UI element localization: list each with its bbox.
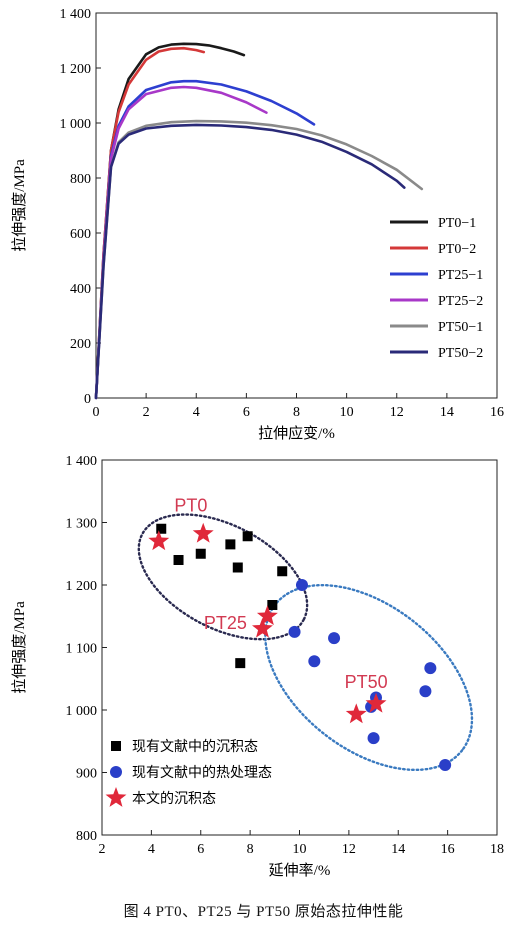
chart2-x-tick-label: 12 [342,842,356,857]
chart1-x-tick-label: 8 [293,405,300,420]
chart2-point-square [242,531,253,542]
strength-elongation-scatter: 2 4 6 8 10 12 14 16 18 800 900 1 000 1 100 1 200 1 300… [11,454,504,879]
chart2-legend-label: 现有文献中的沉积态 [132,739,258,755]
chart2-legend-label: 本文的沉积态 [132,791,216,807]
chart2-point-square [277,566,288,577]
chart2-annotation-label: PT0 [174,495,207,515]
chart2-point-star [252,617,273,638]
chart2-point-star [345,703,367,724]
chart2-point-star [365,692,387,713]
chart2-y-tick-label: 800 [76,829,97,844]
chart1-x-axis-label: 拉伸应变/% [258,424,335,442]
chart1-series-line-4 [94,85,268,400]
chart2-point-circle [439,759,452,771]
chart1-legend-label: PT50−2 [438,346,483,361]
chart1-x-tick-label: 10 [340,405,354,420]
chart2-point-star [192,522,214,543]
chart2-legend-label: 现有文献中的热处理态 [132,765,272,781]
chart2-point-square [267,600,278,610]
chart2-point-square [156,523,167,534]
chart2-point-circle [295,579,308,591]
chart1-x-tick-label: 16 [490,405,504,420]
figure-caption: 图 4 PT0、PT25 与 PT50 原始态拉伸性能 [123,904,404,920]
chart1-plot-frame [95,12,498,399]
chart2-legend-swatch [110,766,122,778]
chart1-legend-label: PT50−1 [438,320,483,335]
chart2-x-tick-label: 2 [99,842,106,857]
chart1-series-line-1 [94,42,246,400]
chart2-point-square [235,658,246,669]
chart2-point-circle [308,655,321,668]
chart1-x-tick-label: 0 [93,405,100,420]
chart2-y-axis-label: 拉伸强度/MPa [11,601,28,694]
chart1-series-line-5 [94,119,424,400]
chart1-series-line-2 [94,46,206,400]
chart1-y-tick-label: 1 400 [60,7,92,22]
chart1-x-tick-label: 4 [193,405,200,420]
chart2-x-tick-label: 16 [441,842,455,857]
chart1-x-tick-label: 2 [143,405,150,420]
chart2-y-tick-label: 1 300 [66,517,98,532]
chart2-y-tick-label: 900 [76,767,97,782]
chart2-point-star [148,530,170,551]
chart2-y-tick-label: 1 400 [66,454,98,469]
chart1-y-tick-label: 1 200 [60,62,92,77]
chart2-annotation-label: PT25 [204,613,247,633]
chart1-legend-label: PT0−2 [438,242,476,257]
chart1-y-tick-label: 200 [70,337,91,352]
chart2-point-circle [419,685,432,698]
chart1-x-tick-label: 6 [243,405,250,420]
chart2-x-tick-label: 10 [293,842,307,857]
chart2-x-tick-label: 14 [391,842,405,857]
chart2-point-circle [328,632,341,645]
chart2-point-square [232,562,243,573]
chart1-y-tick-label: 1 000 [60,117,92,132]
chart1-y-tick-label: 0 [84,392,91,407]
chart2-legend-swatch [111,741,121,751]
chart2-y-tick-label: 1 200 [66,579,98,594]
chart2-x-axis-label: 延伸率/% [269,862,331,879]
chart2-point-circle [367,732,380,745]
chart2-point-square [225,539,236,550]
tensile-curve-chart: 0 2 4 6 8 10 12 14 16 0 200 400 600 800 1 000 1 200 1 40… [11,7,504,442]
chart2-annotation-label: PT50 [345,672,388,692]
chart2-group-ellipse-1 [137,513,309,641]
chart1-x-tick-label: 14 [440,405,454,420]
chart1-legend-label: PT0−1 [438,216,476,231]
chart2-point-square [195,548,206,559]
chart1-legend-label: PT25−1 [438,268,483,283]
chart2-legend-swatch [105,787,127,807]
chart2-point-circle [288,625,301,638]
chart1-y-tick-label: 800 [70,172,91,187]
chart1-legend-label: PT25−2 [438,294,483,309]
chart2-y-tick-label: 1 100 [66,642,98,657]
chart1-y-axis-label: 拉伸强度/MPa [11,159,28,252]
chart1-series-line-6 [94,123,406,400]
chart1-y-tick-label: 400 [70,282,91,297]
chart1-series-line-3 [94,79,316,400]
chart2-x-tick-label: 4 [148,842,155,857]
chart2-x-tick-label: 8 [247,842,254,857]
chart2-point-square [173,555,184,565]
chart2-y-tick-label: 1 000 [66,704,98,719]
chart2-x-tick-label: 18 [490,842,504,857]
chart2-x-tick-label: 6 [197,842,204,857]
chart2-point-star [256,605,278,626]
chart2-point-circle [424,662,437,675]
chart1-x-tick-label: 12 [390,405,404,420]
chart1-y-tick-label: 600 [70,227,91,242]
